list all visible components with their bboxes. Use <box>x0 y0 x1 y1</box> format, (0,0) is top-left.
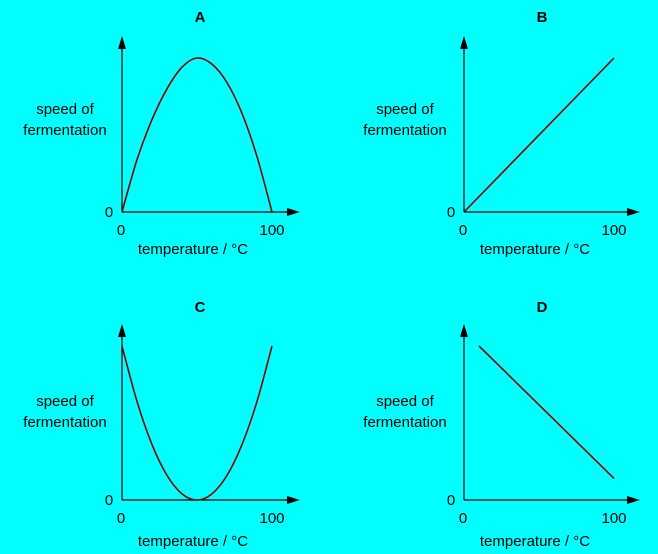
y-axis-label: speed of <box>36 101 94 118</box>
y-axis-label: fermentation <box>363 122 446 139</box>
y-axis-arrow-icon <box>460 324 468 337</box>
x-tick-label: 100 <box>259 222 284 239</box>
y-tick-label: 0 <box>105 492 113 509</box>
x-tick-label: 0 <box>459 510 467 527</box>
y-axis-arrow-icon <box>460 36 468 49</box>
x-axis-arrow-icon <box>287 496 300 504</box>
y-axis-label: speed of <box>36 393 94 410</box>
x-tick-label: 100 <box>259 510 284 527</box>
x-axis-label: temperature / °C <box>480 241 590 258</box>
x-tick-label: 0 <box>117 222 125 239</box>
x-tick-label: 0 <box>459 222 467 239</box>
x-axis-arrow-icon <box>627 208 640 216</box>
y-axis-label: fermentation <box>23 414 106 431</box>
chart-title: D <box>537 299 548 316</box>
x-axis-arrow-icon <box>287 208 300 216</box>
x-axis-label: temperature / °C <box>480 533 590 550</box>
series-line <box>121 57 273 213</box>
x-axis-arrow-icon <box>627 496 640 504</box>
y-axis-label: fermentation <box>23 122 106 139</box>
y-axis-label: fermentation <box>363 414 446 431</box>
y-tick-label: 0 <box>447 204 455 221</box>
chart-title: A <box>195 9 206 26</box>
x-axis-label: temperature / °C <box>138 241 248 258</box>
x-tick-label: 100 <box>601 222 626 239</box>
series-line <box>478 345 615 480</box>
y-axis-arrow-icon <box>118 324 126 337</box>
y-tick-label: 0 <box>105 204 113 221</box>
y-axis-arrow-icon <box>118 36 126 49</box>
chart-title: B <box>537 9 548 26</box>
series-line <box>463 57 615 213</box>
x-axis-label: temperature / °C <box>138 533 248 550</box>
y-tick-label: 0 <box>447 492 455 509</box>
series-line <box>121 345 273 501</box>
y-axis-label: speed of <box>376 393 434 410</box>
x-tick-label: 0 <box>117 510 125 527</box>
chart-title: C <box>195 299 206 316</box>
x-tick-label: 100 <box>601 510 626 527</box>
y-axis-label: speed of <box>376 101 434 118</box>
